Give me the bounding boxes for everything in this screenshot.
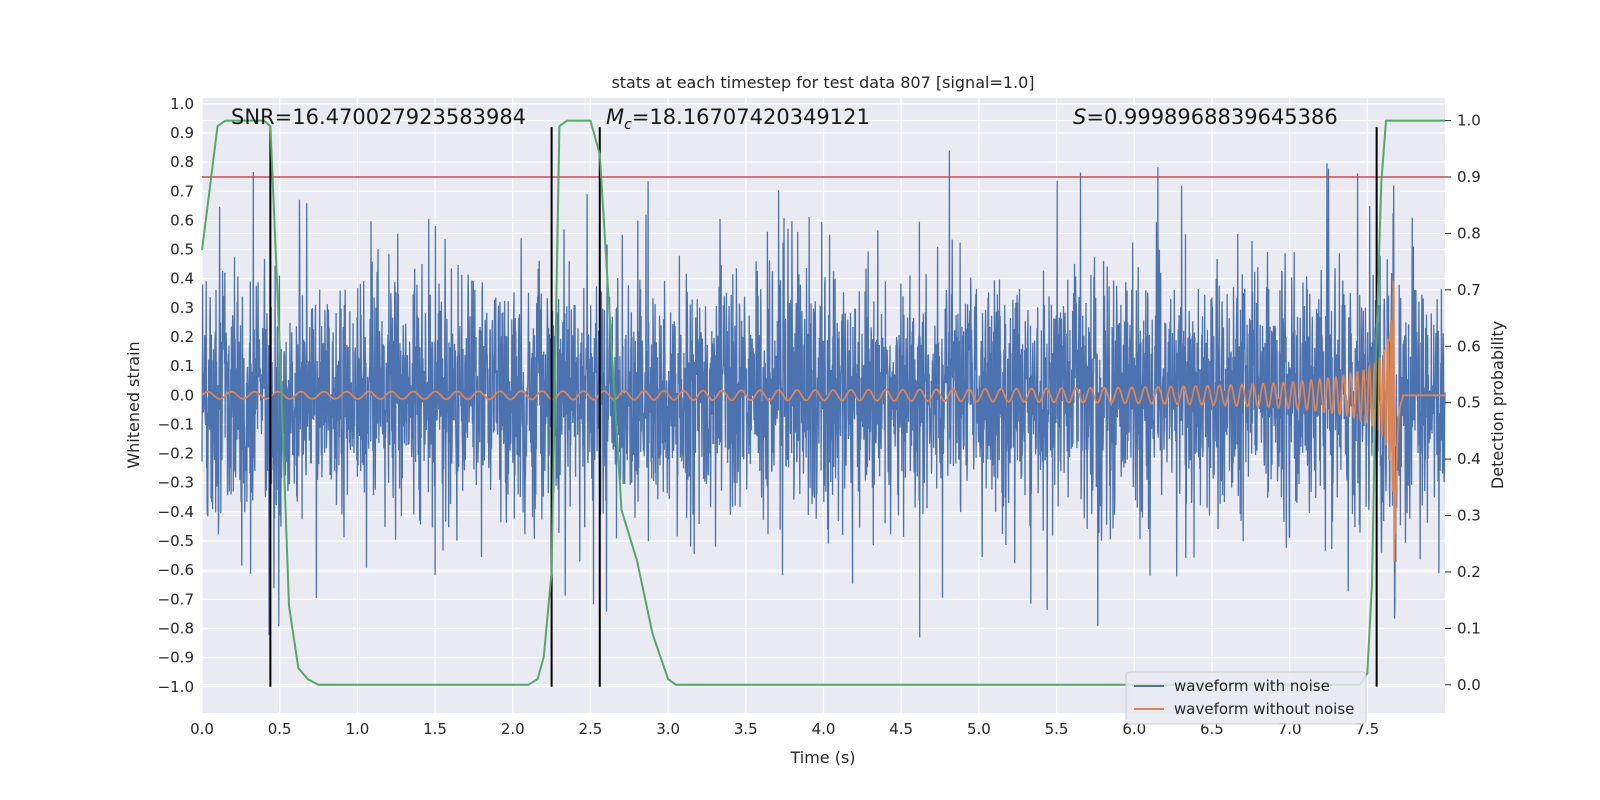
- y-right-tick-label: 0.5: [1457, 394, 1481, 412]
- chart-title: stats at each timestep for test data 807…: [611, 73, 1034, 92]
- series-waveform-without-noise: [201, 280, 1445, 561]
- chirp-mass-subscript: c: [624, 117, 632, 133]
- series-layer: [201, 119, 1446, 687]
- y-left-tick-label: −0.9: [158, 649, 194, 667]
- y-left-tick-label: 0.9: [170, 124, 194, 142]
- y-right-tick-label: 0.7: [1457, 281, 1481, 299]
- y-right-tick-label: 0.4: [1457, 450, 1481, 468]
- y-axis-right-title: Detection probability: [1488, 321, 1507, 489]
- y-right-tick-label: 0.9: [1457, 168, 1481, 186]
- y-left-tick-label: −0.6: [158, 561, 194, 579]
- x-tick-label: 2.5: [579, 720, 603, 738]
- x-tick-label: 4.0: [812, 720, 836, 738]
- y-left-tick-label: 0.2: [170, 328, 194, 346]
- y-left-tick-label: 0.4: [170, 270, 194, 288]
- y-left-tick-label: 0.6: [170, 211, 194, 229]
- series-waveform-with-noise: [201, 150, 1446, 638]
- y-left-tick-label: −0.8: [158, 619, 194, 637]
- x-tick-label: 4.5: [889, 720, 913, 738]
- x-axis-title: Time (s): [789, 748, 855, 767]
- y-left-tick-label: −0.2: [158, 445, 194, 463]
- y-left-tick-label: 0.7: [170, 182, 194, 200]
- x-tick-label: 0.5: [268, 720, 292, 738]
- legend-box: [1125, 671, 1367, 725]
- y-left-tick-label: −0.4: [158, 503, 194, 521]
- y-left-tick-label: −0.5: [158, 532, 194, 550]
- y-left-tick-label: 0.1: [170, 357, 194, 375]
- x-tick-label: 2.0: [501, 720, 525, 738]
- score-symbol: S: [1073, 105, 1086, 129]
- score-annotation: S=0.9998968839645386: [1073, 105, 1338, 129]
- x-tick-label: 5.5: [1045, 720, 1069, 738]
- x-tick-label: 5.0: [967, 720, 991, 738]
- y-right-tick-label: 1.0: [1457, 112, 1481, 130]
- y-right-tick-label: 0.3: [1457, 507, 1481, 525]
- y-right-tick-label: 0.2: [1457, 563, 1481, 581]
- y-left-tick-label: −1.0: [158, 678, 194, 696]
- x-tick-label: 3.0: [656, 720, 680, 738]
- snr-annotation: SNR=16.470027923583984: [231, 105, 526, 129]
- y-left-tick-label: −0.3: [158, 474, 194, 492]
- series-detection-probability: [201, 119, 1445, 686]
- y-right-tick-label: 0.0: [1457, 676, 1481, 694]
- x-tick-label: 3.5: [734, 720, 758, 738]
- y-axis-left-title: Whitened strain: [124, 341, 143, 468]
- chirp-mass-value: =18.16707420349121: [632, 105, 870, 129]
- legend: waveform with noise waveform without noi…: [1125, 671, 1367, 725]
- legend-label-clean: waveform without noise: [1174, 700, 1354, 718]
- y-left-tick-label: 1.0: [170, 95, 194, 113]
- score-value: =0.9998968839645386: [1086, 105, 1337, 129]
- y-left-tick-label: 0.8: [170, 153, 194, 171]
- chirp-mass-symbol: M: [606, 105, 624, 129]
- y-right-tick-label: 0.1: [1457, 619, 1481, 637]
- x-tick-label: 0.0: [190, 720, 214, 738]
- x-tick-label: 1.5: [423, 720, 447, 738]
- y-left-tick-label: 0.0: [170, 386, 194, 404]
- legend-label-noisy: waveform with noise: [1174, 677, 1330, 695]
- y-left-tick-label: 0.5: [170, 241, 194, 259]
- x-tick-label: 1.0: [345, 720, 369, 738]
- y-right-tick-label: 0.8: [1457, 224, 1481, 242]
- y-left-tick-label: −0.1: [158, 415, 194, 433]
- axes: 0.0 0.5 1.0 1.5 2.0 2.5 3.0 3.5 4.0 4.5 5.0 5.5 6.0 6…: [158, 95, 1481, 738]
- chirp-mass-annotation: Mc=18.16707420349121: [606, 105, 870, 133]
- y-right-tick-label: 0.6: [1457, 337, 1481, 355]
- y-left-tick-label: −0.7: [158, 590, 194, 608]
- y-left-tick-label: 0.3: [170, 299, 194, 317]
